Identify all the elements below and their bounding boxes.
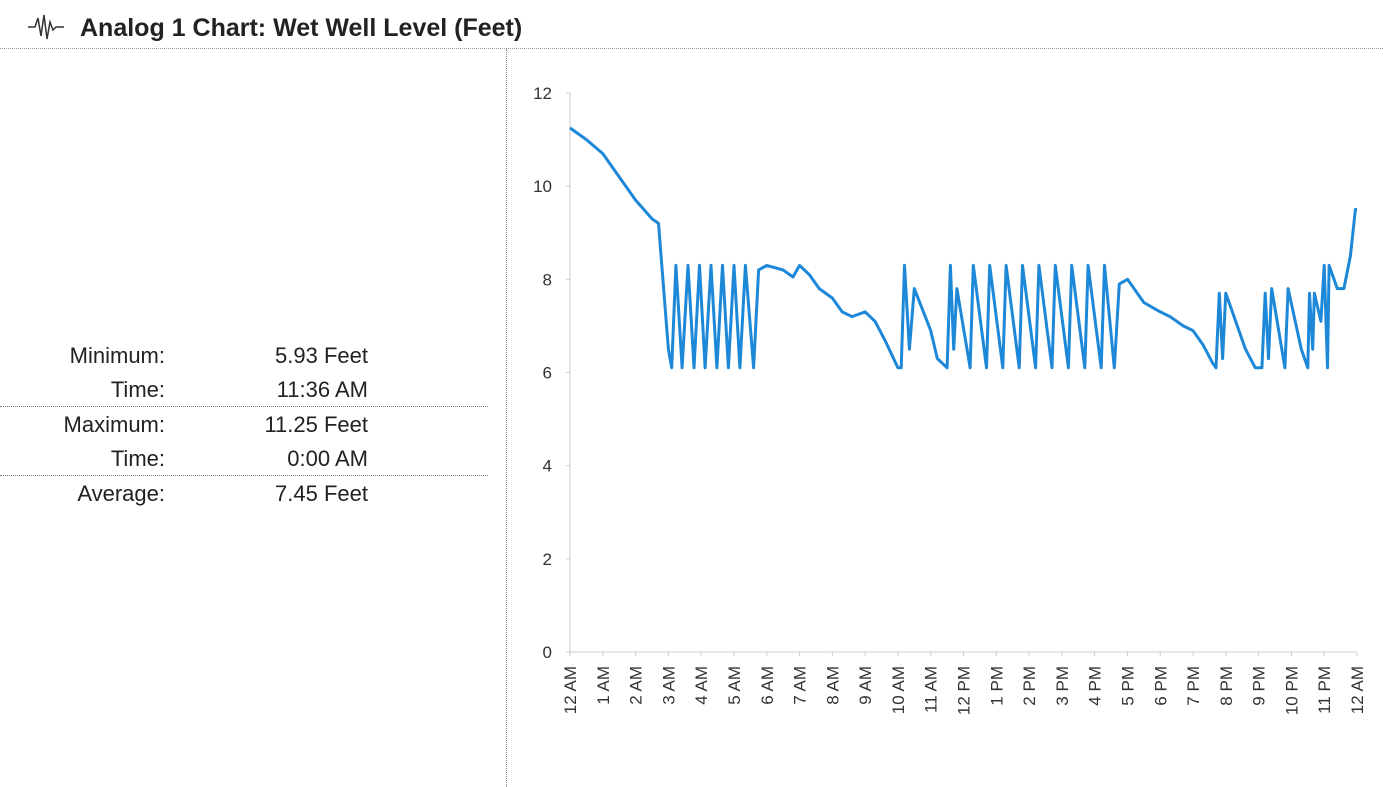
- x-tick-label: 12 AM: [1348, 666, 1367, 714]
- x-tick-label: 6 AM: [758, 666, 777, 705]
- x-tick-label: 5 PM: [1118, 666, 1137, 706]
- stat-value: 5.93 Feet: [275, 343, 368, 368]
- x-tick-label: 11 PM: [1315, 666, 1334, 714]
- x-tick-label: 1 PM: [987, 666, 1006, 706]
- stat-value: 0:00 AM: [287, 446, 368, 471]
- x-tick-label: 7 AM: [791, 666, 810, 705]
- x-tick-label: 10 PM: [1282, 666, 1301, 715]
- stat-value: 11:36 AM: [276, 377, 368, 402]
- stat-value: 11.25 Feet: [264, 412, 368, 437]
- x-tick-label: 8 AM: [823, 666, 842, 705]
- stat-label: Time:: [110, 446, 165, 471]
- x-tick-label: 11 AM: [922, 666, 941, 713]
- stat-value: 7.45 Feet: [275, 481, 368, 506]
- stat-row: Maximum: 11.25 Feet: [0, 407, 488, 441]
- x-tick-label: 4 AM: [692, 666, 711, 705]
- x-tick-label: 3 PM: [1053, 666, 1072, 706]
- y-tick-label: 4: [543, 457, 552, 476]
- stat-label: Average:: [77, 481, 165, 506]
- y-tick-label: 10: [533, 177, 552, 196]
- x-tick-label: 10 AM: [889, 666, 908, 714]
- icon: [28, 14, 64, 40]
- stat-label: Time:: [110, 377, 165, 402]
- y-tick-label: 12: [533, 84, 552, 103]
- x-tick-label: 9 PM: [1250, 666, 1269, 706]
- x-tick-label: 4 PM: [1086, 666, 1105, 706]
- stat-row: Time: 0:00 AM: [0, 441, 488, 476]
- stat-label: Minimum:: [69, 343, 165, 368]
- stat-label: Maximum:: [63, 412, 165, 437]
- y-tick-label: 6: [543, 364, 552, 383]
- x-tick-label: 2 AM: [627, 666, 646, 705]
- y-tick-label: 0: [543, 643, 552, 662]
- stat-row: Minimum: 5.93 Feet: [0, 338, 488, 372]
- x-tick-label: 8 PM: [1217, 666, 1236, 706]
- x-tick-label: 7 PM: [1184, 666, 1203, 706]
- stat-row: Average: 7.45 Feet: [0, 476, 488, 510]
- stat-row: Time: 11:36 AM: [0, 372, 488, 407]
- x-tick-label: 9 AM: [856, 666, 875, 705]
- title: Analog 1 Chart: Wet Well Level (Feet): [80, 14, 523, 42]
- title-bar: Analog 1 Chart: Wet Well Level (Feet): [0, 0, 1383, 49]
- x-tick-label: 1 AM: [594, 666, 613, 705]
- y-tick-label: 8: [543, 270, 552, 289]
- y-tick-label: 2: [543, 550, 552, 569]
- x-tick-label: 6 PM: [1151, 666, 1170, 706]
- x-tick-label: 5 AM: [725, 666, 744, 705]
- x-tick-label: 3 AM: [659, 666, 678, 705]
- x-tick-label: 12 AM: [561, 666, 580, 714]
- stats-panel: Minimum: 5.93 Feet Time: 11:36 AM Maximum: 11…: [0, 338, 488, 510]
- x-tick-label: 2 PM: [1020, 666, 1039, 706]
- divider: [506, 49, 507, 787]
- data-line: [569, 126, 1357, 370]
- x-tick-label: 12 PM: [955, 666, 974, 715]
